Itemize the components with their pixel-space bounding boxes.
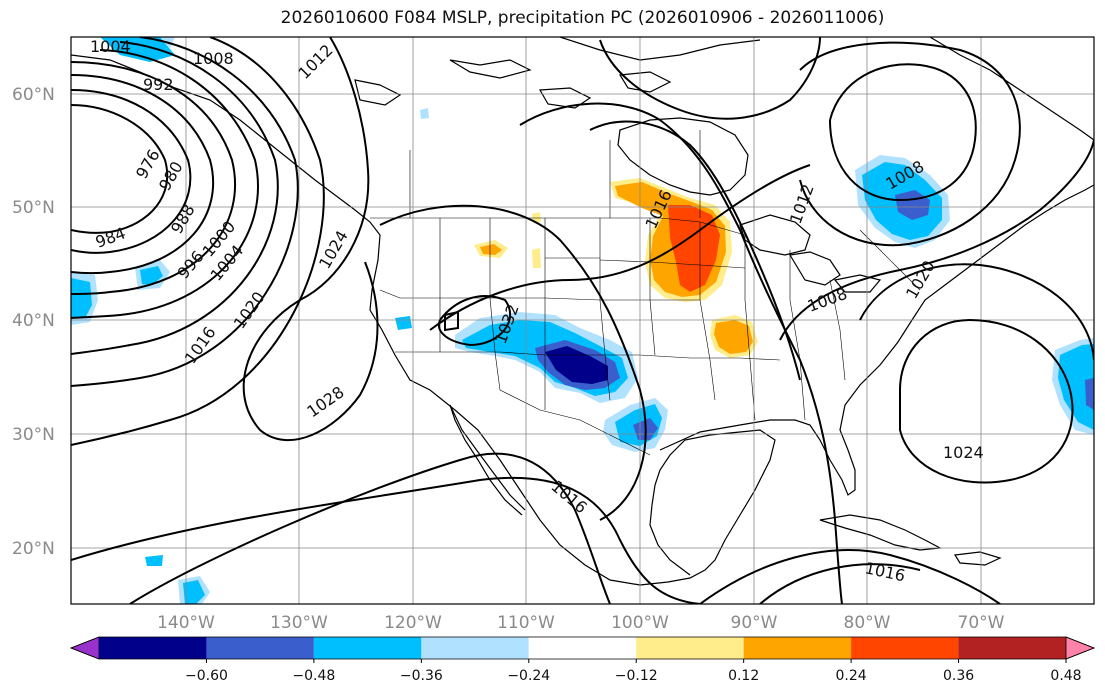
- lon-label: 120°W: [384, 613, 442, 633]
- colorbar-tick-label: −0.48: [292, 668, 335, 684]
- colorbar-tick-label: −0.12: [615, 668, 658, 684]
- lon-label: 100°W: [611, 613, 669, 633]
- colorbar-segment: [851, 637, 959, 659]
- colorbar-tick-label: 0.12: [728, 668, 759, 684]
- lat-label: 60°N: [12, 85, 55, 105]
- colorbar-tick-label: −0.36: [400, 668, 443, 684]
- isobar-label: 992: [143, 75, 174, 94]
- lat-label: 50°N: [12, 198, 55, 218]
- isobars: [71, 37, 1094, 604]
- longitude-labels: 140°W 130°W 120°W 110°W 100°W 90°W 80°W …: [157, 613, 1005, 633]
- isobar-label: 1008: [193, 49, 234, 68]
- colorbar-segment: [421, 637, 529, 659]
- colorbar-outline: [69, 636, 1096, 660]
- colorbar-segment: [528, 637, 637, 659]
- latitude-labels: 60°N 50°N 40°N 30°N 20°N: [12, 85, 55, 559]
- colorbar-segment: [958, 637, 1066, 659]
- colorbar-segment: [636, 637, 744, 659]
- lat-label: 20°N: [12, 539, 55, 559]
- map-frame: [70, 36, 1095, 605]
- colorbar-tick-label: −0.24: [507, 668, 550, 684]
- map-title: 2026010600 F084 MSLP, precipitation PC (…: [280, 8, 885, 28]
- lon-label: 110°W: [497, 613, 555, 633]
- colorbar-segment: [99, 637, 207, 659]
- colorbar-tick-label: −0.60: [185, 668, 228, 684]
- colorbar-tick-label: 0.48: [1050, 668, 1081, 684]
- borders: [370, 130, 921, 456]
- lon-label: 130°W: [270, 613, 328, 633]
- lon-label: 70°W: [958, 613, 1005, 633]
- colorbar-segment: [206, 637, 314, 659]
- colorbar-segment: [313, 637, 422, 659]
- lon-label: 80°W: [844, 613, 891, 633]
- colorbar-segment: [743, 637, 852, 659]
- lat-label: 30°N: [12, 425, 55, 445]
- lon-label: 90°W: [731, 613, 778, 633]
- isobar-label: 1024: [943, 443, 984, 462]
- lat-label: 40°N: [12, 311, 55, 331]
- colorbar-extend-low: [69, 636, 100, 660]
- gridlines: [71, 37, 1094, 604]
- lon-label: 140°W: [157, 613, 215, 633]
- coastlines: [71, 37, 1094, 586]
- colorbar-tick-label: 0.24: [836, 668, 867, 684]
- colorbar-tick-label: 0.36: [943, 668, 974, 684]
- colorbar: −0.60 −0.48 −0.36 −0.24 −0.12 0.12 0.24 0.36 0.4…: [69, 636, 1096, 684]
- colorbar-extend-high: [1065, 636, 1096, 660]
- map-area: [71, 37, 1094, 604]
- isobar-label: 1004: [90, 37, 131, 56]
